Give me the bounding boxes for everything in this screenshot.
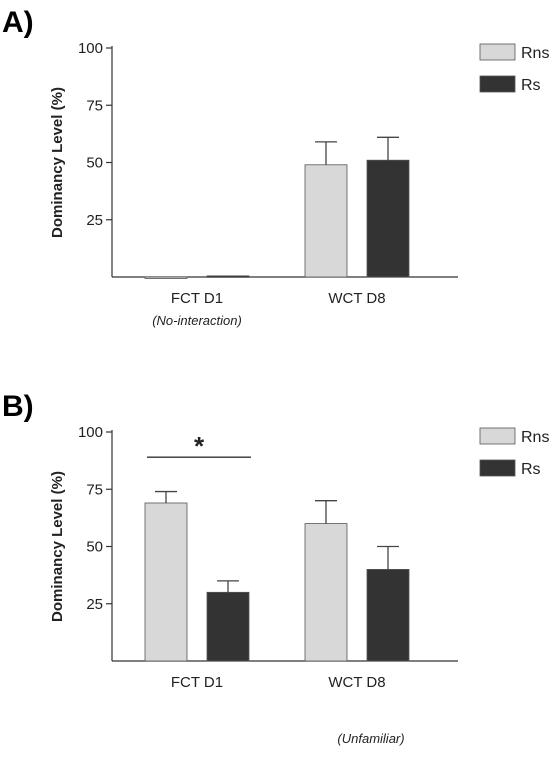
y-axis-label: Dominancy Level (%): [49, 471, 66, 622]
legend-label-rns: Rns: [521, 429, 549, 446]
bar-rs-1: [366, 568, 410, 662]
x-category-label: FCT D1: [171, 674, 223, 691]
panel-label: B): [2, 390, 34, 423]
y-tick-label: 75: [86, 481, 103, 498]
legend-swatch-rs: [479, 459, 516, 477]
bar-rs-0: [206, 275, 250, 278]
bar-rs-0: [206, 591, 250, 662]
bar-rns-1: [304, 164, 348, 278]
x-category-sublabel: (Unfamiliar): [337, 731, 404, 746]
legend-swatch-rs: [479, 75, 516, 93]
bar-rns-0: [144, 276, 188, 279]
y-axis-label: Dominancy Level (%): [49, 87, 66, 238]
legend-swatch-rns: [479, 43, 516, 61]
x-category-label: FCT D1: [171, 290, 223, 307]
panel-label: A): [2, 6, 34, 39]
legend-label-rs: Rs: [521, 77, 541, 94]
y-tick-label: 50: [86, 155, 103, 172]
legend-label-rs: Rs: [521, 461, 541, 478]
y-tick-label: 50: [86, 539, 103, 556]
legend-swatch-rns: [479, 427, 516, 445]
x-category-label: WCT D8: [328, 674, 385, 691]
bar-rns-1: [304, 523, 348, 662]
y-tick-label: 100: [78, 424, 103, 441]
x-category-sublabel: (No-interaction): [152, 313, 242, 328]
bar-rs-1: [366, 159, 410, 278]
chart-panel-a: A) Dominancy Level (%) 25 50 75 100 FCT D1 (No-…: [2, 6, 549, 328]
y-tick-label: 25: [86, 596, 103, 613]
x-category-label: WCT D8: [328, 290, 385, 307]
y-tick-label: 25: [86, 212, 103, 229]
bar-rns-0: [144, 502, 188, 662]
y-tick-label: 100: [78, 40, 103, 57]
significance-star: *: [194, 431, 205, 461]
chart-panel-b: B) Dominancy Level (%) 25 50 75 100 FCT D1 WCT …: [2, 390, 549, 746]
y-tick-label: 75: [86, 97, 103, 114]
legend-label-rns: Rns: [521, 45, 549, 62]
